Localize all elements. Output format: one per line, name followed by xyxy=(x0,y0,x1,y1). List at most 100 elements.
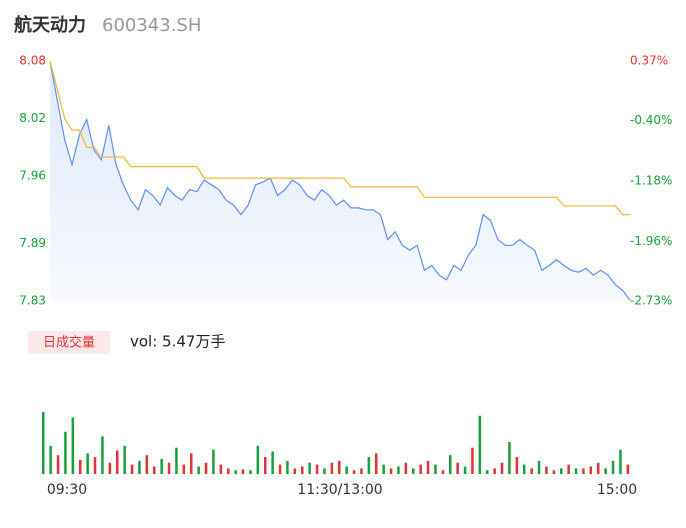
volume-bar xyxy=(286,460,289,474)
volume-bar xyxy=(375,453,378,474)
volume-bar xyxy=(234,470,237,474)
volume-bar xyxy=(404,462,408,474)
volume-bar xyxy=(545,466,548,474)
volume-bar xyxy=(241,469,245,474)
volume-bar xyxy=(471,447,474,474)
price-line xyxy=(49,60,631,301)
volume-bar xyxy=(56,455,60,474)
volume-bar xyxy=(552,470,556,474)
legend-box xyxy=(28,331,110,354)
volume-bar xyxy=(412,468,415,474)
y2-tick-label: -2.73% xyxy=(630,294,672,308)
volume-bar xyxy=(249,470,252,474)
volume-bar xyxy=(308,462,311,474)
volume-bar xyxy=(626,464,630,474)
volume-bar xyxy=(204,462,208,474)
volume-bar xyxy=(49,445,52,474)
volume-bar xyxy=(619,449,622,474)
volume-summary: vol: 5.47万手 xyxy=(130,333,225,351)
volume-bar xyxy=(108,462,112,474)
volume-bar xyxy=(293,468,297,474)
volume-bar xyxy=(190,453,193,474)
volume-bar xyxy=(227,468,230,474)
volume-bar xyxy=(160,458,163,474)
volume-bar xyxy=(42,411,45,474)
volume-bar xyxy=(604,468,607,474)
y-tick-label: 8.02 xyxy=(19,111,46,125)
volume-bar xyxy=(486,470,489,474)
average-line xyxy=(49,60,630,216)
volume-bar xyxy=(419,464,422,474)
volume-bar xyxy=(79,459,82,474)
volume-bar xyxy=(330,462,334,474)
volume-bar xyxy=(382,464,385,474)
volume-bar xyxy=(352,470,356,474)
volume-bar xyxy=(130,464,134,474)
volume-bar xyxy=(138,460,141,474)
volume-bar xyxy=(389,468,393,474)
volume-bar xyxy=(560,468,563,474)
y2-tick-label: -1.18% xyxy=(630,174,672,188)
volume-bar xyxy=(175,447,178,474)
volume-bar xyxy=(116,450,119,474)
volume-bar xyxy=(582,468,585,474)
volume-bar xyxy=(145,455,149,474)
stock-code: 600343.SH xyxy=(102,15,201,36)
volume-bar xyxy=(197,466,200,474)
volume-bar xyxy=(463,466,467,474)
volume-legend: 日成交量 xyxy=(43,335,95,351)
volume-bar xyxy=(567,464,570,474)
volume-bar xyxy=(256,445,260,474)
price-area xyxy=(50,61,630,301)
x-tick-label: 11:30/13:00 xyxy=(297,482,382,498)
volume-bar xyxy=(86,453,89,474)
volume-bar xyxy=(93,457,97,474)
volume-bar xyxy=(456,462,459,474)
y-tick-label: 7.89 xyxy=(19,236,46,250)
price-chart: 7.83 7.89 7.96 8.02 8.08 -2.73% -1.96% -1.18% -0… xyxy=(19,54,672,499)
volume-bar xyxy=(478,415,482,474)
volume-bar xyxy=(315,464,319,474)
volume-bar xyxy=(338,460,341,474)
stock-name: 航天动力 xyxy=(14,14,86,36)
volume-bar xyxy=(508,442,511,474)
y2-tick-label: 0.37% xyxy=(630,54,668,68)
volume-chart xyxy=(42,411,630,474)
volume-bar xyxy=(397,466,400,474)
volume-bar xyxy=(212,449,215,474)
volume-bar xyxy=(64,431,67,474)
volume-bar xyxy=(611,460,615,474)
volume-bar xyxy=(537,460,541,474)
volume-bar xyxy=(441,470,445,474)
volume-bar xyxy=(301,466,304,474)
volume-bar xyxy=(434,464,437,474)
volume-bar xyxy=(264,457,267,474)
volume-bar xyxy=(360,468,363,474)
y2-tick-label: -1.96% xyxy=(630,234,672,248)
volume-bar xyxy=(574,468,578,474)
volume-bar xyxy=(530,468,533,474)
volume-bar xyxy=(278,464,282,474)
volume-bar xyxy=(71,417,75,474)
volume-bar xyxy=(500,462,504,474)
y2-tick-label: -0.40% xyxy=(630,113,672,127)
volume-bar xyxy=(515,457,519,474)
volume-bar xyxy=(219,464,223,474)
x-tick-label: 15:00 xyxy=(597,482,637,498)
volume-bar xyxy=(271,451,274,474)
volume-bar xyxy=(449,455,452,474)
volume-bar xyxy=(123,445,126,474)
volume-bar xyxy=(523,464,526,474)
y-tick-label: 7.96 xyxy=(19,169,46,183)
volume-bar xyxy=(589,466,593,474)
volume-bar xyxy=(153,466,156,474)
volume-bar xyxy=(167,462,171,474)
volume-bar xyxy=(597,462,600,474)
y-tick-label: 7.83 xyxy=(19,294,46,308)
volume-bar xyxy=(323,468,326,474)
volume-bar xyxy=(426,460,430,474)
y-tick-label: 8.08 xyxy=(19,54,46,68)
volume-bar xyxy=(345,466,348,474)
volume-bar xyxy=(182,464,186,474)
